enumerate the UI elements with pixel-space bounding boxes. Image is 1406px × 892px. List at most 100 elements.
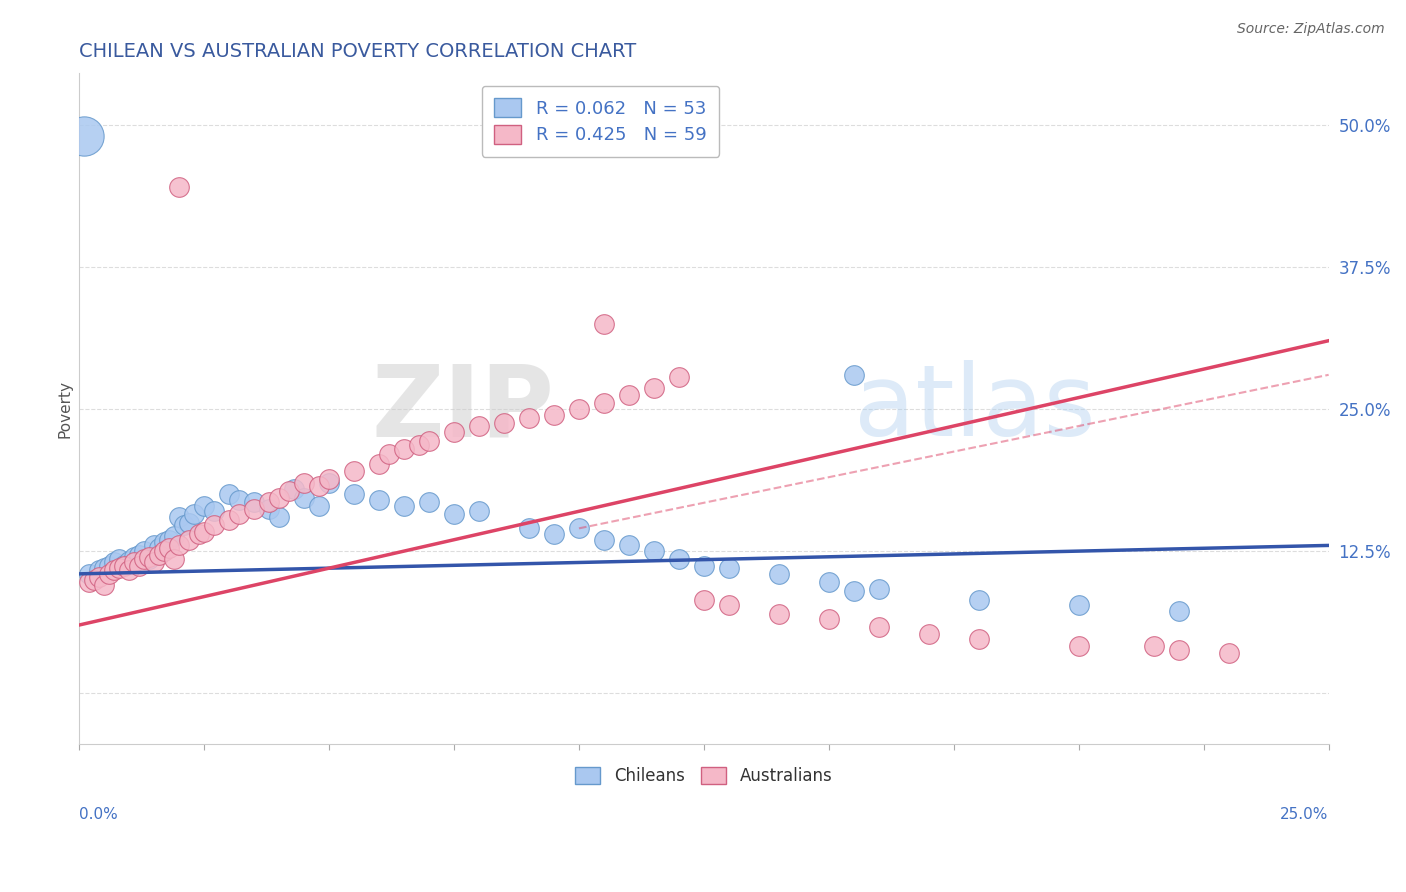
Point: [138, 552, 160, 566]
Point: [392, 499, 415, 513]
Point: [122, 549, 145, 564]
Point: [118, 554, 141, 568]
Point: [543, 527, 565, 541]
Point: [643, 382, 665, 396]
Point: [132, 552, 155, 566]
Text: 0.0%: 0.0%: [79, 807, 118, 822]
Point: [77, 574, 100, 589]
Point: [967, 593, 990, 607]
Point: [318, 473, 340, 487]
Point: [768, 607, 790, 621]
Point: [218, 487, 240, 501]
Point: [1067, 639, 1090, 653]
Y-axis label: Poverty: Poverty: [58, 380, 72, 438]
Point: [768, 566, 790, 581]
Point: [593, 317, 616, 331]
Point: [108, 552, 131, 566]
Point: [368, 457, 391, 471]
Point: [112, 558, 135, 573]
Text: ZIP: ZIP: [371, 360, 554, 458]
Point: [868, 582, 890, 596]
Point: [148, 548, 170, 562]
Point: [818, 574, 841, 589]
Point: [568, 401, 591, 416]
Text: 25.0%: 25.0%: [1281, 807, 1329, 822]
Point: [228, 492, 250, 507]
Point: [87, 570, 110, 584]
Point: [143, 556, 166, 570]
Point: [267, 491, 290, 505]
Point: [593, 396, 616, 410]
Point: [118, 564, 141, 578]
Point: [543, 408, 565, 422]
Point: [378, 447, 401, 461]
Point: [143, 538, 166, 552]
Point: [228, 507, 250, 521]
Point: [243, 495, 266, 509]
Point: [643, 544, 665, 558]
Point: [153, 544, 176, 558]
Point: [308, 479, 330, 493]
Point: [193, 499, 215, 513]
Point: [517, 521, 540, 535]
Point: [717, 561, 740, 575]
Point: [668, 552, 690, 566]
Point: [292, 475, 315, 490]
Point: [202, 504, 225, 518]
Point: [418, 434, 440, 448]
Legend: Chileans, Australians: Chileans, Australians: [567, 758, 841, 793]
Point: [468, 504, 491, 518]
Point: [73, 128, 96, 143]
Point: [392, 442, 415, 456]
Text: atlas: atlas: [853, 360, 1095, 458]
Point: [492, 416, 515, 430]
Point: [138, 549, 160, 564]
Point: [193, 524, 215, 539]
Point: [157, 541, 180, 555]
Point: [218, 513, 240, 527]
Point: [343, 487, 366, 501]
Point: [128, 558, 150, 573]
Point: [1167, 604, 1189, 618]
Point: [693, 593, 716, 607]
Point: [443, 507, 465, 521]
Point: [408, 438, 430, 452]
Point: [693, 558, 716, 573]
Point: [617, 538, 640, 552]
Point: [183, 507, 205, 521]
Point: [87, 564, 110, 578]
Point: [177, 533, 200, 547]
Point: [343, 465, 366, 479]
Point: [83, 573, 105, 587]
Point: [257, 495, 280, 509]
Point: [443, 425, 465, 439]
Point: [122, 556, 145, 570]
Point: [278, 483, 301, 498]
Point: [98, 566, 121, 581]
Point: [257, 502, 280, 516]
Text: Source: ZipAtlas.com: Source: ZipAtlas.com: [1237, 22, 1385, 37]
Point: [177, 516, 200, 530]
Point: [103, 564, 125, 578]
Point: [283, 482, 305, 496]
Point: [292, 491, 315, 505]
Point: [157, 533, 180, 547]
Point: [153, 535, 176, 549]
Point: [842, 368, 865, 382]
Point: [318, 475, 340, 490]
Point: [167, 180, 190, 194]
Point: [93, 578, 115, 592]
Point: [132, 544, 155, 558]
Point: [593, 533, 616, 547]
Point: [468, 419, 491, 434]
Point: [173, 518, 195, 533]
Point: [163, 529, 186, 543]
Point: [717, 598, 740, 612]
Point: [1143, 639, 1166, 653]
Point: [418, 495, 440, 509]
Point: [128, 548, 150, 562]
Point: [1218, 647, 1240, 661]
Point: [243, 502, 266, 516]
Point: [617, 388, 640, 402]
Point: [668, 370, 690, 384]
